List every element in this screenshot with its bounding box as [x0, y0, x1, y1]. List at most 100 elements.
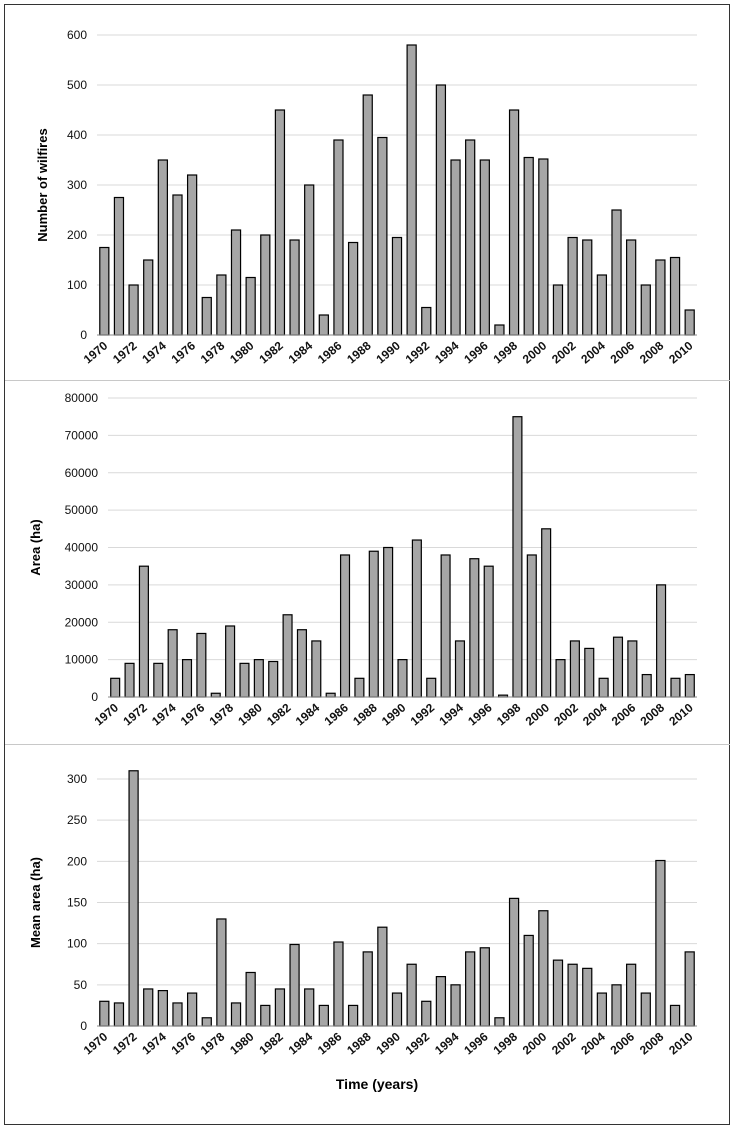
bar-1997	[494, 324, 505, 336]
bar-1984	[311, 640, 322, 698]
bar-1999	[526, 554, 537, 698]
bar-1995	[465, 139, 476, 336]
bar-1979	[230, 1002, 242, 1027]
y-tick-label: 150	[67, 896, 87, 910]
x-tick-label: 1978	[198, 338, 228, 366]
panel-divider-2	[5, 744, 730, 745]
bar-1976	[196, 632, 207, 698]
bar-1997	[494, 1017, 505, 1027]
x-tick-label: 2000	[520, 338, 550, 366]
bar-2005	[611, 209, 622, 336]
bar-1993	[435, 84, 447, 336]
bar-1974	[167, 629, 178, 698]
bar-1970	[99, 246, 110, 336]
bar-1988	[362, 94, 373, 336]
y-tick-label: 600	[67, 28, 87, 42]
bar-2003	[582, 239, 593, 336]
bar-1991	[411, 539, 422, 698]
bar-2007	[640, 284, 651, 336]
bar-1988	[362, 951, 373, 1027]
bar-1991	[406, 963, 417, 1027]
bar-1986	[333, 139, 344, 336]
x-tick-label: 1998	[491, 338, 521, 366]
bar-1976	[186, 992, 198, 1027]
bar-1977	[210, 692, 221, 698]
x-tick-label: 1996	[461, 338, 491, 366]
bar-1976	[186, 174, 198, 336]
y-tick-label: 250	[67, 813, 87, 827]
x-tick-label: 1988	[350, 700, 380, 728]
bar-2007	[641, 673, 652, 698]
bar-1972	[128, 284, 139, 336]
x-tick-label: 1970	[81, 1029, 111, 1057]
bar-1992	[421, 1000, 432, 1027]
bar-1996	[479, 947, 490, 1027]
x-tick-label: 1982	[264, 700, 294, 728]
bar-1987	[347, 241, 359, 336]
bar-2000	[538, 910, 549, 1027]
x-tick-label: 1986	[322, 700, 352, 728]
bar-2010	[684, 951, 695, 1027]
bar-1998	[508, 109, 520, 336]
bar-1971	[113, 196, 125, 336]
y-tick-label: 30000	[65, 578, 99, 592]
x-tick-label: 1990	[373, 1029, 403, 1057]
bar-1975	[172, 194, 183, 336]
x-tick-label: 2002	[549, 1029, 579, 1057]
x-tick-label: 1998	[494, 700, 524, 728]
x-tick-label: 1994	[432, 1029, 462, 1057]
bar-1979	[239, 662, 250, 698]
x-tick-label: 1992	[403, 338, 433, 366]
y-axis-label: Area (ha)	[28, 519, 43, 575]
bar-2010	[684, 673, 695, 698]
bar-1975	[181, 659, 193, 698]
bar-1974	[157, 989, 168, 1027]
x-tick-label: 1986	[315, 338, 345, 366]
bar-2002	[567, 963, 578, 1027]
bar-1983	[289, 943, 300, 1027]
bar-2009	[670, 677, 681, 698]
bar-1989	[377, 926, 388, 1027]
x-tick-label: 1974	[139, 338, 169, 366]
x-tick-label: 1972	[110, 1029, 140, 1057]
x-tick-label: 1970	[92, 700, 122, 728]
x-tick-label: 2006	[608, 1029, 638, 1057]
x-tick-label: 2004	[578, 1029, 608, 1057]
x-tick-label: 1978	[207, 700, 237, 728]
bar-2004	[596, 992, 608, 1027]
y-tick-label: 60000	[65, 466, 99, 480]
bar-1981	[260, 1004, 271, 1027]
bar-1982	[274, 109, 286, 336]
x-tick-label: 1988	[344, 1029, 374, 1057]
x-tick-label: 2000	[523, 700, 553, 728]
bar-1981	[268, 660, 279, 698]
bar-1998	[508, 897, 520, 1027]
x-tick-label: 1996	[461, 1029, 491, 1057]
y-tick-label: 40000	[65, 541, 99, 555]
x-tick-label: 1988	[344, 338, 374, 366]
x-tick-label: 1980	[227, 1029, 257, 1057]
x-tick-label: 1980	[235, 700, 265, 728]
bar-1974	[157, 159, 168, 336]
bar-1970	[99, 1000, 110, 1027]
bar-1977	[201, 296, 212, 336]
x-tick-label: 1970	[81, 338, 111, 366]
bar-2001	[552, 284, 564, 336]
x-tick-label: 1996	[465, 700, 495, 728]
bar-1975	[172, 1002, 183, 1027]
bar-2004	[598, 677, 609, 698]
bar-1995	[469, 558, 480, 698]
x-tick-label: 1976	[169, 338, 199, 366]
bar-1980	[245, 276, 256, 336]
x-tick-label: 2006	[608, 338, 638, 366]
x-tick-label: 1984	[286, 1029, 316, 1057]
x-tick-label: 2004	[580, 700, 610, 728]
bar-1980	[245, 971, 256, 1027]
x-tick-label: 2010	[666, 1029, 696, 1057]
x-tick-label: 1990	[379, 700, 409, 728]
bar-1983	[296, 629, 307, 698]
y-axis-label: Number of wilfires	[35, 128, 50, 241]
bar-1989	[383, 546, 394, 698]
